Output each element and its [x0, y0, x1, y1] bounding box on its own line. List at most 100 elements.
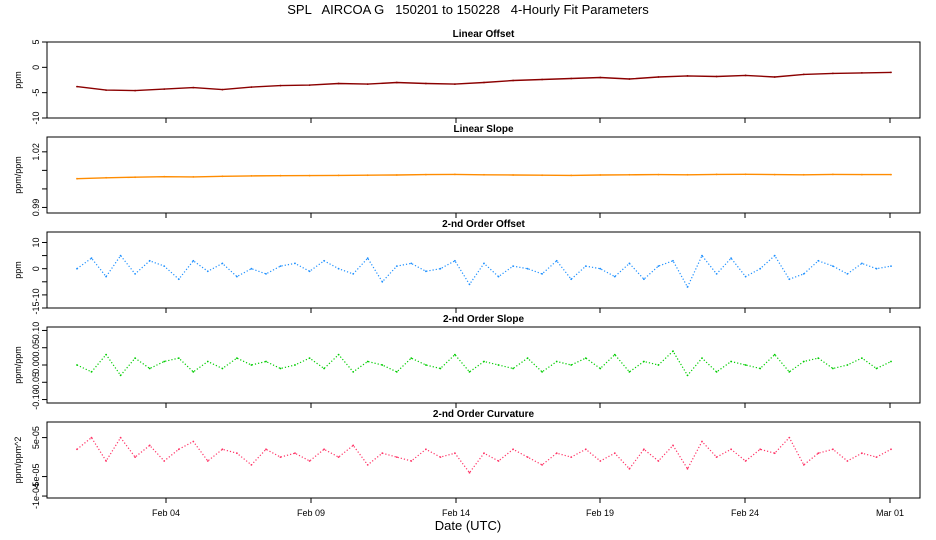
data-point [570, 456, 573, 458]
data-point [730, 257, 732, 260]
data-point [715, 456, 718, 458]
data-point [308, 460, 311, 462]
data-point [730, 360, 732, 363]
data-point [497, 364, 500, 366]
data-point [657, 173, 660, 176]
data-point [657, 460, 660, 462]
data-point [337, 353, 340, 356]
data-point [148, 367, 151, 370]
data-point [672, 259, 674, 262]
data-point [148, 444, 151, 447]
y-axis-label: ppm/ppm [13, 346, 23, 384]
series-line [76, 350, 892, 376]
data-point [425, 82, 427, 85]
data-point [802, 273, 805, 275]
data-point [541, 273, 543, 275]
data-point [381, 280, 384, 283]
data-point [163, 175, 166, 178]
y-tick-label: -1e-04 [31, 483, 41, 509]
panel-frame [46, 41, 921, 119]
data-point [773, 353, 776, 356]
data-point [454, 173, 456, 176]
data-point [730, 448, 732, 451]
data-point [439, 456, 442, 458]
data-point [163, 88, 166, 90]
data-point [163, 265, 166, 267]
data-point [76, 85, 78, 88]
data-point [584, 448, 587, 451]
data-point [221, 367, 224, 370]
data-point [555, 259, 558, 262]
data-point [773, 76, 776, 78]
data-point [352, 273, 355, 275]
data-point [672, 444, 674, 447]
data-point [861, 173, 863, 176]
data-point [701, 440, 703, 443]
data-point [439, 267, 442, 270]
data-point [468, 371, 471, 373]
data-point [643, 278, 645, 281]
data-point [148, 259, 151, 262]
panel-frame [46, 136, 921, 214]
data-point [744, 275, 747, 278]
data-point [788, 371, 791, 373]
data-point [599, 174, 602, 176]
data-point [628, 371, 631, 373]
data-point [744, 173, 747, 176]
data-point [832, 265, 834, 267]
data-point [686, 75, 689, 77]
data-point [76, 267, 78, 270]
y-tick-label: 0.05 [31, 339, 41, 357]
data-point [483, 173, 485, 176]
data-point [599, 460, 602, 462]
data-point [686, 374, 689, 377]
data-point [628, 467, 631, 470]
data-point [788, 436, 791, 439]
data-point [192, 259, 195, 262]
data-point [686, 173, 689, 176]
y-axis-label: ppm [13, 71, 23, 89]
data-point [599, 76, 602, 79]
data-point [163, 460, 166, 462]
data-point [468, 283, 471, 286]
data-point [250, 464, 253, 466]
data-point [861, 262, 863, 265]
data-point [846, 364, 849, 366]
y-tick-label: 10 [31, 237, 41, 247]
data-point [206, 270, 209, 273]
data-point [236, 452, 238, 455]
data-point [861, 452, 863, 455]
data-point [366, 257, 369, 260]
y-tick-label: 0 [31, 266, 41, 271]
data-point [715, 371, 718, 373]
data-point [192, 371, 195, 373]
x-axis-label: Date (UTC) [434, 518, 502, 533]
data-point [715, 75, 718, 78]
data-point [497, 460, 500, 462]
data-point [657, 364, 660, 366]
data-point [337, 456, 340, 458]
data-point [105, 89, 107, 91]
data-point [76, 364, 78, 366]
data-point [250, 175, 253, 177]
panel-title: Linear Slope [453, 124, 513, 135]
data-point [628, 262, 631, 265]
data-point [541, 371, 543, 373]
data-point [395, 81, 398, 84]
data-point [512, 79, 514, 82]
data-point [526, 357, 529, 359]
y-tick-label: -5 [31, 89, 41, 97]
data-point [76, 448, 78, 451]
data-point [628, 173, 631, 176]
x-tick-label: Feb 04 [152, 508, 180, 518]
y-axis-label: ppm/ppm [13, 156, 23, 194]
x-tick-label: Feb 24 [731, 508, 759, 518]
data-point [526, 456, 529, 458]
data-point [817, 357, 820, 359]
data-point [366, 174, 369, 177]
data-point [425, 270, 427, 273]
data-point [541, 464, 543, 466]
y-tick-label: -0.05 [31, 372, 41, 393]
data-point [483, 452, 485, 455]
